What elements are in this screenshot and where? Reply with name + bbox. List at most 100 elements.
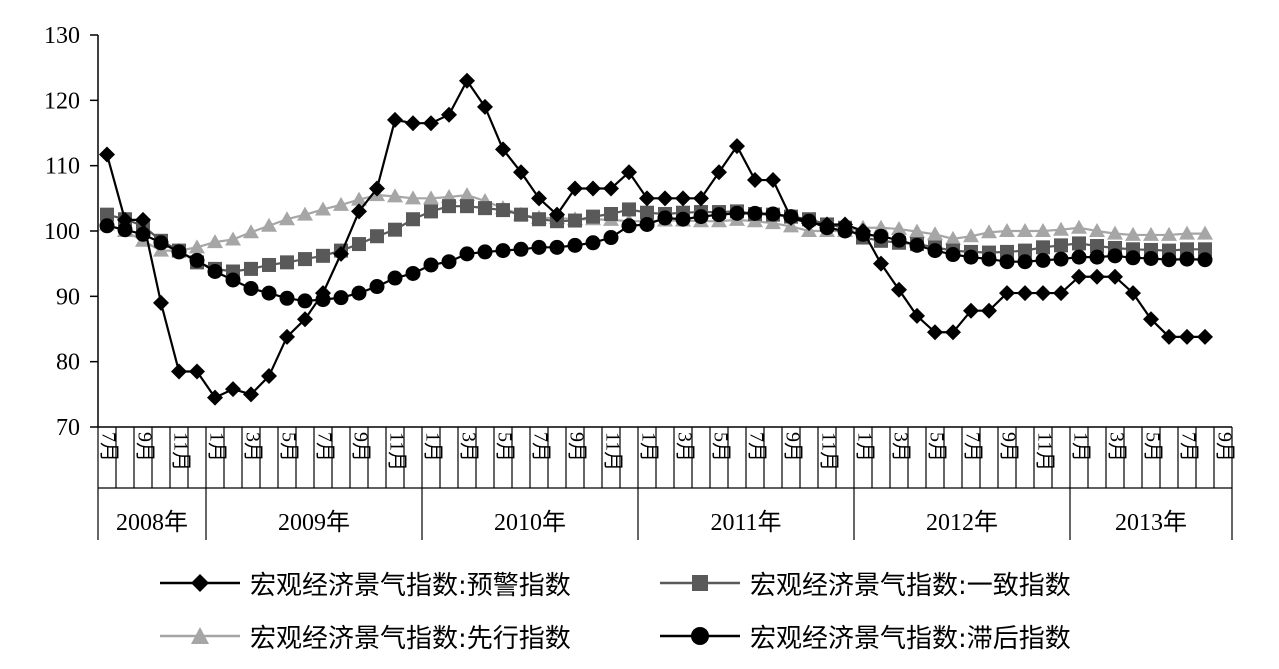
series-3 xyxy=(99,205,1213,309)
data-point xyxy=(244,261,258,276)
data-point xyxy=(405,265,421,281)
data-point xyxy=(1125,285,1141,302)
data-point xyxy=(640,205,654,220)
data-point xyxy=(423,115,439,132)
data-point xyxy=(855,223,871,239)
data-point xyxy=(999,254,1015,270)
data-point xyxy=(459,246,475,262)
data-point xyxy=(765,206,781,222)
data-point xyxy=(927,324,943,341)
diamond-marker-icon xyxy=(160,574,240,592)
data-point xyxy=(891,281,907,298)
y-tick-label: 70 xyxy=(56,415,80,441)
x-month-label: 3月 xyxy=(457,432,479,462)
data-point xyxy=(279,211,295,226)
data-point xyxy=(622,202,636,217)
data-point xyxy=(280,255,294,270)
data-point xyxy=(369,180,385,197)
data-point xyxy=(693,209,709,225)
data-point xyxy=(225,381,241,398)
data-point xyxy=(819,216,835,233)
data-point xyxy=(603,180,619,197)
data-point xyxy=(387,111,403,128)
axis-labels: 70 80 90 100 110 120 130 7月 9月 11月 1月 3月 5月 7月 9月 11月 1月… xyxy=(44,23,1235,536)
data-point xyxy=(891,221,907,236)
line-chart: 70 80 90 100 110 120 130 7月 9月 11月 1月 3月 5月 7月 9月 11月 1月… xyxy=(44,23,1235,540)
data-point xyxy=(1071,219,1087,234)
data-point xyxy=(297,293,313,309)
x-month-label: 5月 xyxy=(277,432,299,462)
data-point xyxy=(387,188,403,203)
data-point xyxy=(261,285,277,301)
data-point xyxy=(765,172,781,189)
data-point xyxy=(981,302,997,319)
data-point xyxy=(639,190,655,207)
x-month-label: 1月 xyxy=(421,432,443,462)
data-point xyxy=(171,244,187,260)
data-point xyxy=(729,205,745,221)
data-point xyxy=(99,146,115,163)
data-point xyxy=(1053,251,1069,267)
data-point xyxy=(1071,268,1087,285)
data-point xyxy=(189,239,205,254)
data-point xyxy=(477,244,493,260)
legend: 宏观经济景气指数:预警指数 宏观经济景气指数:一致指数 宏观经济景气指数:先行指… xyxy=(0,555,1279,665)
legend-item-leading-index: 宏观经济景气指数:先行指数 xyxy=(160,611,571,661)
data-point xyxy=(405,115,421,132)
data-point xyxy=(442,199,456,214)
data-point xyxy=(315,285,331,302)
x-month-label: 11月 xyxy=(817,432,839,471)
data-point xyxy=(1054,238,1068,253)
data-point xyxy=(279,290,295,306)
data-point xyxy=(531,239,547,255)
x-month-label: 9月 xyxy=(1213,432,1235,462)
data-point xyxy=(225,272,241,288)
x-month-label: 7月 xyxy=(97,432,119,462)
data-point xyxy=(1143,250,1159,266)
data-point xyxy=(423,190,439,205)
data-point xyxy=(549,239,565,255)
data-point xyxy=(586,209,600,224)
data-point xyxy=(189,363,205,380)
data-point xyxy=(585,180,601,197)
square-marker-icon xyxy=(660,575,740,591)
data-point xyxy=(963,228,979,243)
data-point xyxy=(693,190,709,207)
data-point xyxy=(981,251,997,267)
data-point xyxy=(189,252,205,268)
data-point xyxy=(927,243,943,259)
data-point xyxy=(135,211,151,228)
data-point xyxy=(891,232,907,248)
x-month-label: 1月 xyxy=(1069,432,1091,462)
data-point xyxy=(873,255,889,272)
data-point xyxy=(747,172,763,189)
data-point xyxy=(1161,226,1177,241)
data-point xyxy=(1036,240,1050,255)
data-point xyxy=(279,328,295,345)
x-month-label: 5月 xyxy=(1141,432,1163,462)
data-point xyxy=(406,212,420,227)
legend-label-leading-index: 宏观经济景气指数:先行指数 xyxy=(250,623,571,654)
data-point xyxy=(369,279,385,295)
data-point xyxy=(207,234,223,249)
x-year-label: 2012年 xyxy=(926,509,998,536)
data-point xyxy=(261,217,277,232)
data-point xyxy=(963,249,979,265)
x-year-label: 2013年 xyxy=(1115,509,1187,536)
data-point xyxy=(297,311,313,328)
data-point xyxy=(352,237,366,252)
data-point xyxy=(171,363,187,380)
legend-label-lagging-index: 宏观经济景气指数:滞后指数 xyxy=(750,623,1071,654)
x-month-label: 7月 xyxy=(313,432,335,462)
data-point xyxy=(1017,223,1033,237)
x-month-label: 9月 xyxy=(781,432,803,462)
triangle-marker-icon xyxy=(160,627,240,644)
data-point xyxy=(909,237,925,253)
data-point xyxy=(567,237,583,253)
circle-marker-icon xyxy=(660,627,740,645)
legend-item-warning-index: 宏观经济景气指数:预警指数 xyxy=(160,558,571,608)
data-point xyxy=(999,223,1015,237)
y-tick-label: 110 xyxy=(45,154,80,180)
data-point xyxy=(639,216,655,232)
data-point xyxy=(1053,285,1069,302)
